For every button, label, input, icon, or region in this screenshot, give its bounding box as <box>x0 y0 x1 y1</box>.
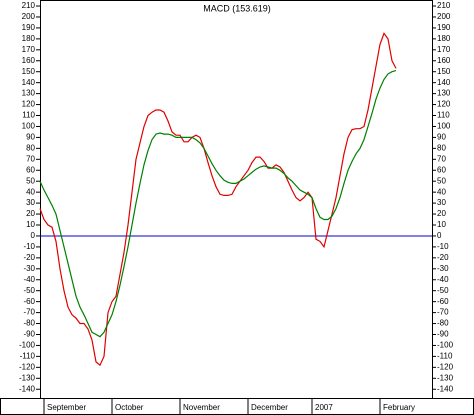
x-tick-label: February <box>383 403 415 412</box>
y-tick-label-right: 90 <box>437 133 446 142</box>
y-tick-label-right: 50 <box>437 176 446 185</box>
x-tick-label: December <box>251 403 288 412</box>
y-tick-label: 210 <box>22 1 36 10</box>
y-tick-label: 50 <box>26 176 35 185</box>
y-tick-label-right: -90 <box>437 330 449 339</box>
y-tick-label: 40 <box>26 187 35 196</box>
y-tick-label: 0 <box>31 231 36 240</box>
chart-title: MACD (153.619) <box>203 3 271 13</box>
y-tick-label: 10 <box>26 220 35 229</box>
y-tick-label: 70 <box>26 154 35 163</box>
x-tick-label: October <box>115 403 144 412</box>
y-tick-label: 180 <box>22 34 36 43</box>
y-tick-label: 30 <box>26 198 35 207</box>
y-tick-label: 170 <box>22 45 36 54</box>
y-tick-label: 110 <box>22 111 35 120</box>
y-tick-label-right: 0 <box>437 231 442 240</box>
y-tick-label-right: -10 <box>437 242 449 251</box>
y-tick-label-right: 10 <box>437 220 446 229</box>
x-tick-label: 2007 <box>315 403 333 412</box>
y-tick-label-right: 30 <box>437 198 446 207</box>
y-tick-label-right: 80 <box>437 143 446 152</box>
y-tick-label-right: -20 <box>437 253 449 262</box>
y-tick-label: -120 <box>19 362 36 371</box>
series-line <box>39 70 397 338</box>
y-tick-label: -100 <box>19 341 36 350</box>
y-tick-label: 160 <box>22 56 36 65</box>
y-tick-label: -20 <box>23 253 35 262</box>
y-tick-label-right: 140 <box>437 78 451 87</box>
y-tick-label-right: 40 <box>437 187 446 196</box>
y-tick-label-right: 110 <box>437 111 450 120</box>
y-tick-label-right: -130 <box>437 373 454 382</box>
y-tick-label-right: -60 <box>437 297 449 306</box>
y-tick-label-right: 20 <box>437 209 446 218</box>
y-tick-label: -30 <box>23 264 35 273</box>
y-tick-label: 150 <box>22 67 36 76</box>
y-tick-label-right: 180 <box>437 34 451 43</box>
y-tick-label: -80 <box>23 319 35 328</box>
y-tick-label: 140 <box>22 78 36 87</box>
y-tick-label-right: -140 <box>437 384 454 393</box>
y-tick-label-right: 160 <box>437 56 451 65</box>
y-tick-label-right: 120 <box>437 100 451 109</box>
x-tick-label: September <box>47 403 86 412</box>
y-tick-label: -60 <box>23 297 35 306</box>
series-line <box>39 32 397 367</box>
y-tick-label: -90 <box>23 330 35 339</box>
y-tick-label: 120 <box>22 100 36 109</box>
y-tick-label-right: 190 <box>437 23 451 32</box>
y-tick-label-right: -80 <box>437 319 449 328</box>
y-tick-label-right: 70 <box>437 154 446 163</box>
y-tick-label: 190 <box>22 23 36 32</box>
y-tick-label-right: -100 <box>437 341 454 350</box>
y-tick-label-right: -120 <box>437 362 454 371</box>
y-tick-label: -130 <box>19 373 36 382</box>
y-tick-label-right: 170 <box>437 45 451 54</box>
y-tick-label-right: -70 <box>437 308 449 317</box>
y-tick-label-right: 130 <box>437 89 451 98</box>
y-tick-label: -10 <box>23 242 35 251</box>
y-tick-label-right: 150 <box>437 67 451 76</box>
y-tick-label-right: -50 <box>437 286 449 295</box>
y-tick-label-right: 100 <box>437 122 451 131</box>
y-tick-label-right: -30 <box>437 264 449 273</box>
y-tick-label-right: 200 <box>437 12 451 21</box>
y-tick-label: 130 <box>22 89 36 98</box>
y-tick-label-right: 210 <box>437 1 451 10</box>
y-tick-label: 60 <box>26 165 35 174</box>
y-tick-label: -50 <box>23 286 35 295</box>
y-tick-label: 90 <box>26 133 35 142</box>
y-tick-label: -140 <box>19 384 36 393</box>
y-tick-label: 100 <box>22 122 36 131</box>
y-tick-label: 200 <box>22 12 36 21</box>
y-tick-label-right: -40 <box>437 275 449 284</box>
y-tick-label: -110 <box>20 352 36 361</box>
y-tick-label-right: 60 <box>437 165 446 174</box>
y-tick-label: 20 <box>26 209 35 218</box>
y-tick-label: -70 <box>23 308 35 317</box>
y-tick-label: 80 <box>26 143 35 152</box>
y-tick-label: -40 <box>23 275 35 284</box>
x-tick-label: November <box>183 403 220 412</box>
y-tick-label-right: -110 <box>437 352 453 361</box>
